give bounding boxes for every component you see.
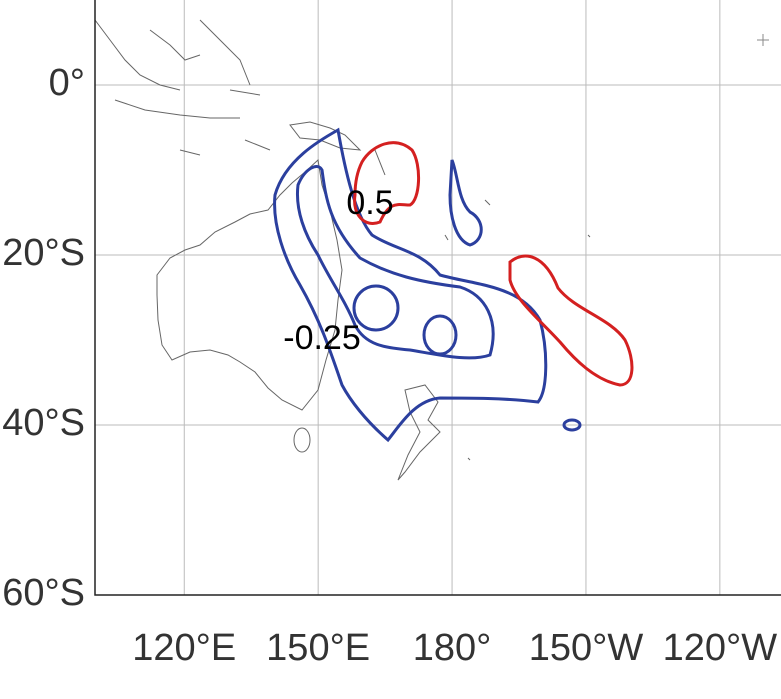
x-tick-label: 120°W: [663, 627, 778, 669]
contour-label: 0.5: [346, 184, 393, 222]
axis-frame: [94, 0, 781, 596]
contour-positive: [353, 141, 421, 225]
y-tick-label: 60°S: [2, 572, 85, 614]
new-guinea: [289, 121, 362, 151]
indonesia: [94, 19, 271, 156]
grid: [95, 0, 781, 596]
y-tick-label: 20°S: [2, 232, 85, 274]
tasmania: [293, 427, 311, 453]
contours: [273, 127, 634, 443]
australia: [156, 158, 343, 411]
x-tick-label: 180°: [413, 627, 492, 669]
coastlines: [94, 19, 591, 481]
labels: 0.5 -0.25: [283, 184, 393, 357]
contour-negative: [422, 314, 458, 356]
y-tick-label: 40°S: [2, 402, 85, 444]
x-tick-label: 150°E: [266, 627, 370, 669]
x-tick-label: 150°W: [529, 627, 644, 669]
contour-label: -0.25: [283, 319, 361, 357]
contour-negative: [562, 418, 582, 432]
contour-positive: [508, 254, 634, 387]
y-tick-label: 0°: [49, 62, 85, 104]
contour-negative: [273, 127, 548, 443]
cursor: [757, 34, 769, 46]
contour-negative: [295, 165, 495, 360]
x-tick-label: 120°E: [132, 627, 236, 669]
contour-negative: [448, 159, 483, 247]
islands: [374, 149, 591, 461]
contour-negative: [352, 284, 400, 332]
